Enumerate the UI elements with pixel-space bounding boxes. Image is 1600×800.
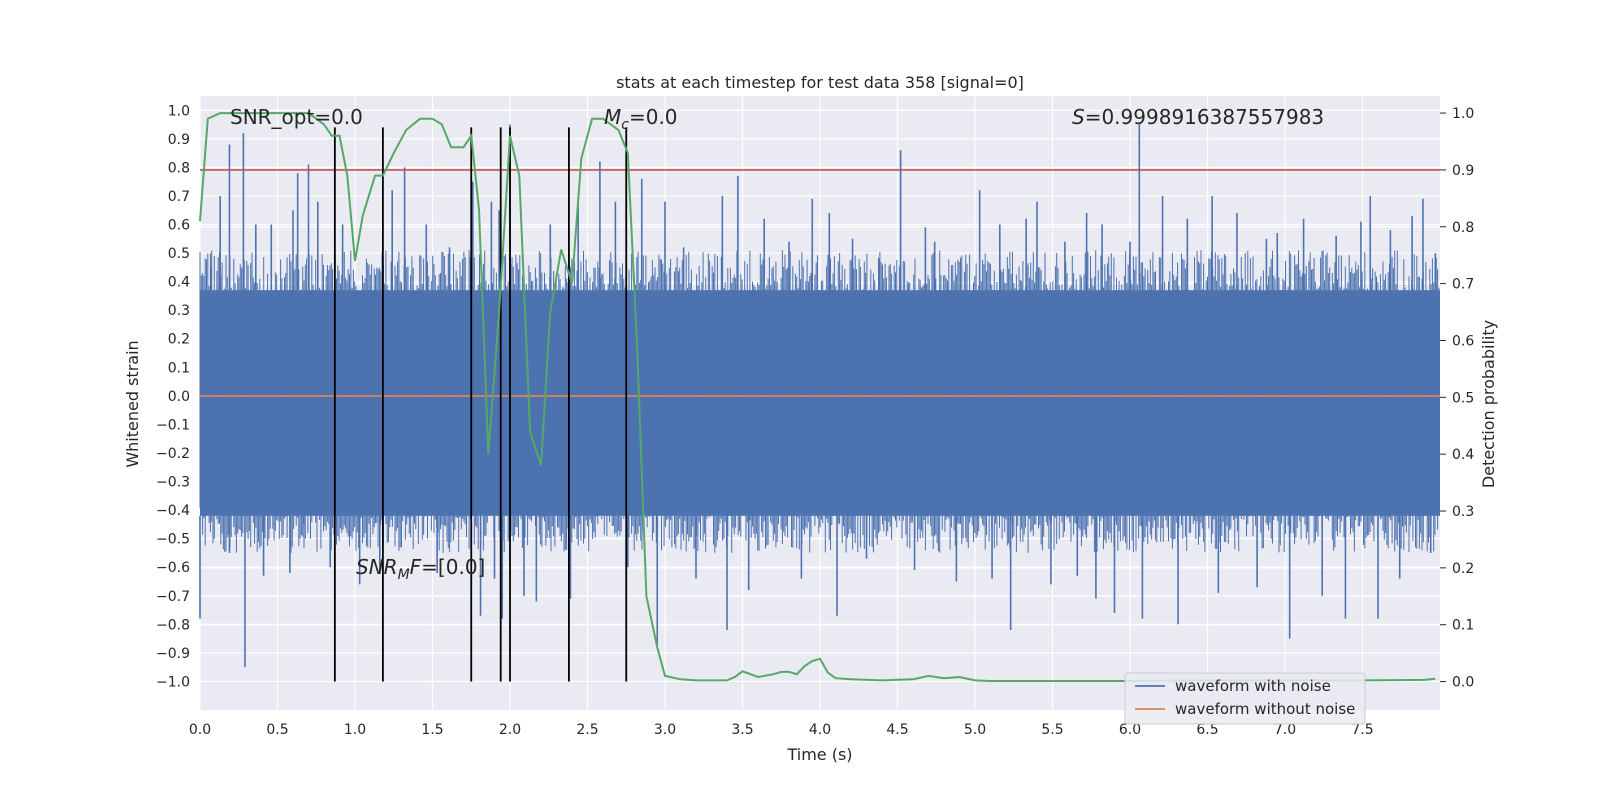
x-tick-label: 7.0 xyxy=(1274,722,1296,738)
x-tick-label: 3.0 xyxy=(654,722,676,738)
y2-tick-label: 0.3 xyxy=(1452,504,1474,520)
y-tick-label: −0.9 xyxy=(156,646,190,662)
y2-tick-label: 0.2 xyxy=(1452,561,1474,577)
annotation-snrmf-f: F xyxy=(410,555,422,579)
y2-tick-label: 0.5 xyxy=(1452,390,1474,406)
x-tick-label: 5.0 xyxy=(964,722,986,738)
probability-line xyxy=(199,112,1436,682)
annotation-s-value: =0.9998916387557983 xyxy=(1085,105,1324,129)
chart-title: stats at each timestep for test data 358… xyxy=(616,73,1024,92)
annotation-snrmf-symbol: SNR xyxy=(356,555,398,579)
y-tick-label: 0.6 xyxy=(168,218,190,234)
y-tick-label: −0.6 xyxy=(156,560,190,576)
y2-tick-label: 0.4 xyxy=(1452,447,1474,463)
x-tick-label: 5.5 xyxy=(1041,722,1063,738)
legend-label-noise: waveform with noise xyxy=(1175,677,1331,695)
x-tick-label: 4.5 xyxy=(886,722,908,738)
annotation-s-symbol: S xyxy=(1072,105,1085,129)
legend: waveform with noise waveform without noi… xyxy=(1124,672,1366,725)
y2-tick-label: 0.0 xyxy=(1452,675,1474,691)
x-tick-label: 1.5 xyxy=(421,722,443,738)
x-axis-label: Time (s) xyxy=(786,745,852,764)
y-tick-label: −0.8 xyxy=(156,617,190,633)
axis-ticks: 0.0 0.5 1.0 1.5 2.0 2.5 3.0 3.5 4.0 4.5 5.0 5.5 6.0 6… xyxy=(156,103,1474,738)
y-tick-label: 0.7 xyxy=(168,189,190,205)
legend-box xyxy=(1124,672,1366,725)
y-tick-label: 0.0 xyxy=(168,389,190,405)
x-tick-label: 0.5 xyxy=(266,722,288,738)
y2-axis-label: Detection probability xyxy=(1479,320,1498,488)
y-tick-label: 0.3 xyxy=(168,303,190,319)
y-tick-label: 0.8 xyxy=(168,160,190,176)
y2-tick-label: 0.1 xyxy=(1452,618,1474,634)
y-tick-label: 0.2 xyxy=(168,332,190,348)
x-tick-label: 0.0 xyxy=(189,722,211,738)
y-tick-label: −0.2 xyxy=(156,446,190,462)
x-tick-label: 4.0 xyxy=(809,722,831,738)
y-tick-label: 0.9 xyxy=(168,132,190,148)
y-tick-label: 0.5 xyxy=(168,246,190,262)
x-tick-label: 6.5 xyxy=(1196,722,1218,738)
probability-series xyxy=(199,112,1436,682)
y-tick-label: −0.7 xyxy=(156,589,190,605)
annotation-snr-mf: SNRMF=[0.0] xyxy=(356,555,485,583)
annotation-snrmf-value: =[0.0] xyxy=(421,555,485,579)
y2-tick-label: 0.9 xyxy=(1452,163,1474,179)
annotation-snrmf-subscript: M xyxy=(398,567,410,583)
y-tick-label: −0.3 xyxy=(156,475,190,491)
y2-tick-label: 0.6 xyxy=(1452,333,1474,349)
x-tick-label: 1.0 xyxy=(344,722,366,738)
noise-waveform-series xyxy=(199,124,1440,668)
y-tick-label: 0.1 xyxy=(168,360,190,376)
y-tick-label: −1.0 xyxy=(156,674,190,690)
annotation-mc-value: =0.0 xyxy=(629,105,678,129)
x-tick-label: 3.5 xyxy=(731,722,753,738)
y-axis-label: Whitened strain xyxy=(123,340,142,467)
y-tick-label: −0.1 xyxy=(156,417,190,433)
annotation-snr-opt: SNR_opt=0.0 xyxy=(230,105,363,129)
y-tick-label: −0.4 xyxy=(156,503,190,519)
annotation-mc-symbol: M xyxy=(604,105,621,129)
x-tick-label: 2.0 xyxy=(499,722,521,738)
y2-tick-label: 0.7 xyxy=(1452,277,1474,293)
x-tick-label: 6.0 xyxy=(1119,722,1141,738)
annotation-mc: Mc=0.0 xyxy=(604,105,678,133)
y-tick-label: 0.4 xyxy=(168,275,190,291)
y2-tick-label: 1.0 xyxy=(1452,106,1474,122)
legend-label-clean: waveform without noise xyxy=(1175,700,1355,718)
y-tick-label: 1.0 xyxy=(168,103,190,119)
y2-tick-label: 0.8 xyxy=(1452,220,1474,236)
vertical-markers xyxy=(333,127,628,682)
annotation-mc-subscript: c xyxy=(621,117,629,133)
annotation-s: S=0.9998916387557983 xyxy=(1072,105,1324,129)
x-tick-label: 2.5 xyxy=(576,722,598,738)
x-tick-label: 7.5 xyxy=(1351,722,1373,738)
y-tick-label: −0.5 xyxy=(156,532,190,548)
